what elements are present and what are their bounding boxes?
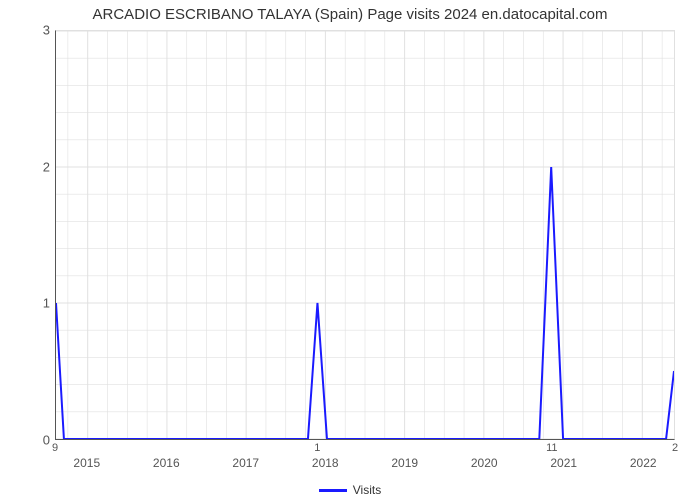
x-tick-label: 2017 — [232, 456, 259, 470]
x-tick-label: 2019 — [391, 456, 418, 470]
value-label: 11 — [546, 442, 557, 454]
legend-swatch — [319, 489, 347, 492]
y-tick-label: 0 — [10, 433, 50, 448]
chart-container: ARCADIO ESCRIBANO TALAYA (Spain) Page vi… — [0, 0, 700, 500]
x-tick-label: 2022 — [630, 456, 657, 470]
value-label: 2 — [672, 442, 678, 454]
x-tick-label: 2015 — [73, 456, 100, 470]
plot-area — [55, 30, 675, 440]
value-label: 9 — [52, 442, 58, 454]
y-tick-label: 1 — [10, 296, 50, 311]
x-tick-label: 2021 — [550, 456, 577, 470]
x-tick-label: 2016 — [153, 456, 180, 470]
x-tick-label: 2018 — [312, 456, 339, 470]
value-label: 1 — [314, 442, 320, 454]
legend: Visits — [0, 483, 700, 497]
y-tick-label: 3 — [10, 23, 50, 38]
legend-label: Visits — [353, 483, 381, 497]
y-tick-label: 2 — [10, 159, 50, 174]
plot-svg — [56, 31, 674, 439]
chart-title: ARCADIO ESCRIBANO TALAYA (Spain) Page vi… — [0, 6, 700, 23]
x-tick-label: 2020 — [471, 456, 498, 470]
